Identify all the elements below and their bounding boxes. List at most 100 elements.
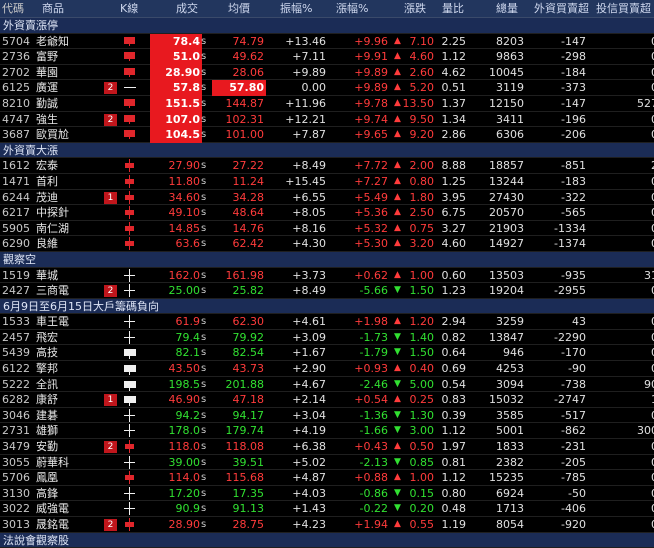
avg-price: 27.22 [232,159,265,173]
kline-icon[interactable] [120,65,140,80]
kline-icon[interactable] [120,392,140,407]
table-row[interactable]: 6282 康舒 1 46.90 s 47.18 +2.14 +0.54 ▲ 0.25 0.83 150… [0,392,654,408]
stock-code: 5704 [2,34,30,48]
header-total-volume[interactable]: 總量 [496,2,518,15]
price-change: 1.00 [409,471,435,485]
section-header[interactable]: 6月9日至6月15日大戶籌碼負向 [0,298,654,315]
kline-icon[interactable] [120,205,140,220]
table-row[interactable]: 3013 晟銘電 2 28.90 s 28.75 +4.23 +1.94 ▲ 0.55 1.19 80… [0,517,654,533]
table-row[interactable]: 6244 茂迪 1 34.60 s 34.28 +6.55 +5.49 ▲ 1.80 3.95 274… [0,190,654,206]
trust-net: 0 [596,517,654,533]
change-percent: +9.65 [354,128,388,142]
table-row[interactable]: 5704 老爺知 78.4 s 74.79 +13.46 +9.96 ▲ 7.10 2.25 820… [0,33,654,50]
kline-icon[interactable] [120,408,140,423]
header-change-pct[interactable]: 漲幅% [336,2,369,15]
table-row[interactable]: 1612 宏泰 27.90 s 27.22 +8.49 +7.72 ▲ 2.00 8.88 1885… [0,158,654,174]
sim-flag: s [201,519,207,530]
kline-icon[interactable] [120,345,140,360]
header-avg[interactable]: 均價 [228,2,250,15]
header-kline[interactable]: K線 [120,2,139,15]
kline-icon[interactable] [120,470,140,485]
header-trust[interactable]: 投信買賣超 [596,2,651,15]
table-row[interactable]: 2427 三商電 2 25.00 s 25.82 +8.49 -5.66 ▼ 1.50 1.23 19… [0,283,654,299]
section-header[interactable]: 觀察空 [0,251,654,268]
kline-icon[interactable] [120,455,140,470]
kline-icon[interactable] [120,501,140,516]
kline-icon[interactable] [120,127,140,142]
kline-icon[interactable] [120,439,140,454]
trust-net: 300 [637,424,654,438]
table-row[interactable]: 2702 華園 28.90 s 28.06 +9.89 +9.89 ▲ 2.60 4.62 1004… [0,64,654,81]
section-header[interactable]: 外資賣大漲 [0,142,654,159]
kline-icon[interactable] [120,268,140,283]
trust-net: 0 [596,283,654,299]
kline-icon[interactable] [120,517,140,532]
alert-badge[interactable]: 1 [104,191,117,204]
table-row[interactable]: 6122 擎邦 43.50 s 43.73 +2.90 +0.93 ▲ 0.40 0.69 4253… [0,361,654,377]
alert-badge[interactable]: 2 [104,441,117,454]
table-row[interactable]: 5706 鳳凰 114.0 s 115.68 +4.87 +0.88 ▲ 1.00 1.12 152… [0,470,654,486]
section-header[interactable]: 法說會觀察股 [0,532,654,548]
change-percent: +9.91 [354,50,388,64]
kline-icon[interactable] [120,174,140,189]
kline-icon[interactable] [120,49,140,64]
kline-icon[interactable] [120,34,140,49]
table-row[interactable]: 2736 富野 51.0 s 49.62 +7.11 +9.91 ▲ 4.60 1.12 9863 -… [0,49,654,65]
table-row[interactable]: 5222 全訊 198.5 s 201.88 +4.67 -2.46 ▼ 5.00 0.54 309… [0,377,654,393]
table-row[interactable]: 2731 雄獅 178.0 s 179.74 +4.19 -1.66 ▼ 3.00 1.12 500… [0,423,654,440]
header-ratio[interactable]: 量比 [442,2,464,15]
alert-badge[interactable]: 1 [104,394,117,407]
kline-icon[interactable] [120,330,140,345]
kline-icon[interactable] [120,236,140,251]
header-volume[interactable]: 成交 [176,2,198,15]
kline-icon[interactable] [120,486,140,501]
sim-flag: s [201,487,207,499]
kline-icon[interactable] [120,190,140,205]
header-name[interactable]: 商品 [42,2,64,15]
kline-icon[interactable] [120,377,140,392]
header-foreign[interactable]: 外資買賣超 [534,2,589,15]
amplitude: +12.21 [285,112,326,126]
alert-badge[interactable]: 2 [104,82,117,95]
table-row[interactable]: 8210 勤誠 151.5 s 144.87 +11.96 +9.78 ▲ 13.50 1.37 1… [0,95,654,112]
kline-icon[interactable] [120,314,140,329]
trade-price: 28.90 [150,64,202,81]
header-change[interactable]: 漲跌 [404,2,426,15]
price-change: 13.50 [402,96,435,110]
change-percent: +1.98 [354,315,388,329]
sim-flag: s [201,66,207,78]
table-row[interactable]: 3479 安勤 2 118.0 s 118.08 +6.38 +0.43 ▲ 0.50 1.97 18… [0,439,654,455]
table-row[interactable]: 6217 中探針 49.10 s 48.64 +8.05 +5.36 ▲ 2.50 6.75 205… [0,205,654,221]
table-row[interactable]: 5439 高技 82.1 s 82.54 +1.67 -1.79 ▼ 1.50 0.64 946 -1… [0,345,654,362]
stock-code: 3046 [2,408,30,422]
kline-icon[interactable] [120,361,140,376]
table-row[interactable]: 3022 威強電 90.9 s 91.13 +1.43 -0.22 ▼ 0.20 0.48 1713… [0,501,654,517]
table-row[interactable]: 1533 車王電 61.9 s 62.30 +4.61 +1.98 ▲ 1.20 2.94 3259… [0,314,654,330]
stock-name: 茂迪 [36,190,58,204]
kline-icon[interactable] [120,158,140,173]
table-row[interactable]: 5905 南仁湖 14.85 s 14.76 +8.16 +5.32 ▲ 0.75 3.27 219… [0,221,654,237]
kline-icon[interactable] [120,423,140,438]
kline-icon[interactable] [120,221,140,236]
table-row[interactable]: 3130 高鋒 17.20 s 17.35 +4.03 -0.86 ▼ 0.15 0.80 6924… [0,486,654,502]
kline-icon[interactable] [120,283,140,298]
table-row[interactable]: 3046 建碁 94.2 s 94.17 +3.04 -1.36 ▼ 1.30 0.39 3585 -… [0,408,654,424]
table-row[interactable]: 3055 蔚華科 39.00 s 39.51 +5.02 -2.13 ▼ 0.85 0.81 238… [0,455,654,471]
kline-icon[interactable] [120,112,140,127]
kline-icon[interactable] [120,96,140,111]
kline-icon[interactable] [120,80,140,95]
section-header[interactable]: 外資賣漲停 [0,18,654,34]
trust-net: 0 [596,408,654,424]
header-code[interactable]: 代碼 [2,2,24,15]
table-row[interactable]: 1471 首利 11.80 s 11.24 +15.45 +7.27 ▲ 0.80 1.25 132… [0,174,654,190]
header-amplitude[interactable]: 振幅% [280,2,313,15]
table-row[interactable]: 2457 飛宏 79.4 s 79.92 +3.09 -1.73 ▼ 1.40 0.82 13847… [0,330,654,346]
alert-badge[interactable]: 2 [104,285,117,298]
table-row[interactable]: 6125 廣運 2 57.8 s 57.80 0.00 +9.89 ▲ 5.20 0.51 3119 -… [0,80,654,96]
table-row[interactable]: 4747 強生 2 107.0 s 102.31 +12.21 +9.74 ▲ 9.50 1.34 3… [0,111,654,128]
alert-badge[interactable]: 2 [104,519,117,531]
table-row[interactable]: 3687 歐買尬 104.5 s 101.00 +7.87 +9.65 ▲ 9.20 2.86 63… [0,127,654,143]
alert-badge[interactable]: 2 [104,113,117,126]
table-row[interactable]: 6290 良維 63.6 s 62.42 +4.30 +5.30 ▲ 3.20 4.60 14927… [0,236,654,252]
table-row[interactable]: 1519 華城 162.0 s 161.98 +3.73 +0.62 ▲ 1.00 0.60 135… [0,268,654,284]
